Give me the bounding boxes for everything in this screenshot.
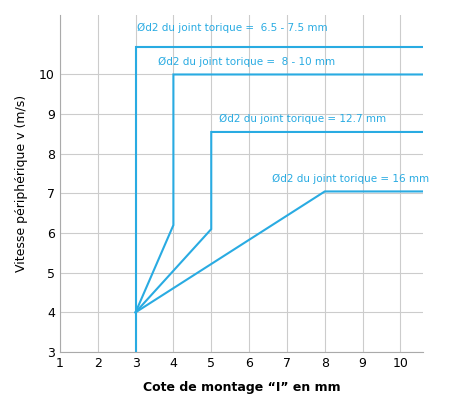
Text: Ød2 du joint torique = 16 mm: Ød2 du joint torique = 16 mm — [272, 173, 429, 184]
Text: Ød2 du joint torique =  8 - 10 mm: Ød2 du joint torique = 8 - 10 mm — [158, 56, 335, 67]
Text: Ød2 du joint torique = 12.7 mm: Ød2 du joint torique = 12.7 mm — [219, 114, 386, 124]
X-axis label: Cote de montage “I” en mm: Cote de montage “I” en mm — [143, 381, 340, 394]
Y-axis label: Vitesse périphérique v (m/s): Vitesse périphérique v (m/s) — [15, 95, 28, 272]
Text: Ød2 du joint torique =  6.5 - 7.5 mm: Ød2 du joint torique = 6.5 - 7.5 mm — [137, 22, 328, 33]
